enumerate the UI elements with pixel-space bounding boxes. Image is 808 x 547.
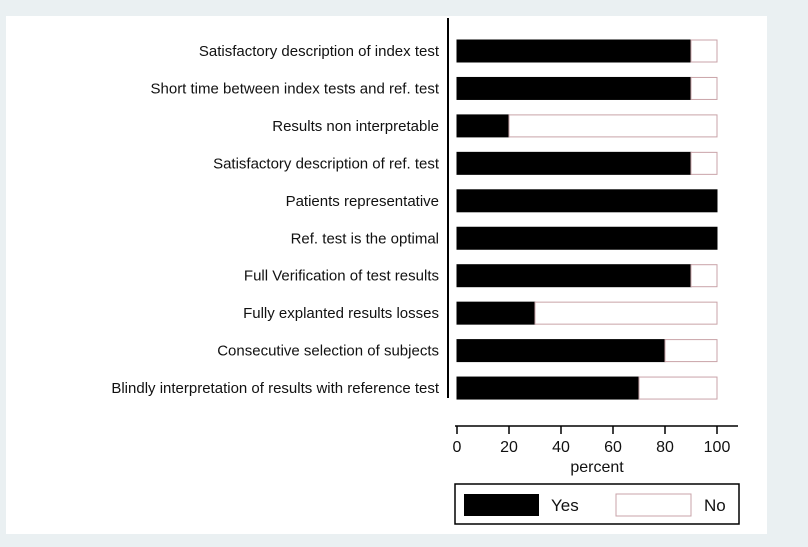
bar-yes-7 xyxy=(456,301,536,325)
bar-no-7 xyxy=(534,301,718,325)
bar-yes-9 xyxy=(456,376,640,400)
x-tick-label-0: 0 xyxy=(453,439,462,456)
x-tick-label-1: 20 xyxy=(500,439,518,456)
category-labels: Satisfactory description of index test Sh… xyxy=(111,43,439,397)
legend-swatch-no xyxy=(615,493,692,517)
bar-no-0 xyxy=(690,39,718,63)
category-label-9: Blindly interpretation of results with r… xyxy=(111,380,439,397)
legend-label-yes: Yes xyxy=(551,496,579,515)
category-label-7: Fully explanted results losses xyxy=(243,305,439,322)
bar-no-3 xyxy=(690,151,718,175)
bar-no-6 xyxy=(690,264,718,288)
category-label-0: Satisfactory description of index test xyxy=(199,43,440,60)
bar-no-9 xyxy=(638,376,718,400)
bar-yes-1 xyxy=(456,76,692,100)
bar-yes-6 xyxy=(456,264,692,288)
bar-yes-2 xyxy=(456,114,510,138)
category-label-5: Ref. test is the optimal xyxy=(291,230,439,247)
category-label-8: Consecutive selection of subjects xyxy=(217,343,439,360)
category-label-4: Patients representative xyxy=(286,193,439,210)
x-tick-label-3: 60 xyxy=(604,439,622,456)
x-axis-ticks: 0 20 40 60 80 100 xyxy=(453,426,731,456)
bars-layer xyxy=(456,39,718,400)
category-label-2: Results non interpretable xyxy=(272,118,439,135)
legend: Yes No xyxy=(454,483,740,525)
x-tick-label-4: 80 xyxy=(656,439,674,456)
category-label-3: Satisfactory description of ref. test xyxy=(213,155,440,172)
bar-yes-5 xyxy=(456,226,718,250)
category-label-1: Short time between index tests and ref. … xyxy=(151,80,440,97)
bar-no-8 xyxy=(664,339,718,363)
x-tick-label-2: 40 xyxy=(552,439,570,456)
bar-yes-8 xyxy=(456,339,666,363)
category-label-6: Full Verification of test results xyxy=(244,268,439,285)
legend-swatch-yes xyxy=(464,494,539,516)
bar-yes-3 xyxy=(456,151,692,175)
legend-label-no: No xyxy=(704,496,726,515)
bar-yes-0 xyxy=(456,39,692,63)
x-tick-label-5: 100 xyxy=(704,439,731,456)
bar-no-1 xyxy=(690,76,718,100)
bar-yes-4 xyxy=(456,189,718,213)
x-axis-title: percent xyxy=(570,459,624,476)
bar-no-2 xyxy=(508,114,718,138)
